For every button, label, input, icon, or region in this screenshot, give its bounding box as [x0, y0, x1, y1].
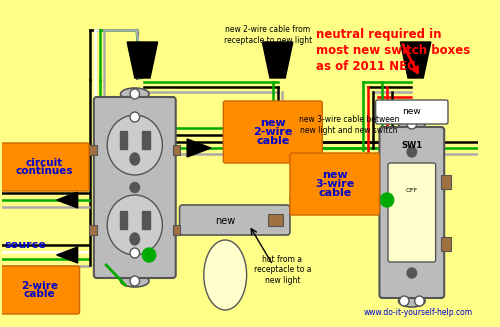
Polygon shape	[288, 115, 305, 139]
FancyBboxPatch shape	[0, 143, 89, 191]
Text: cable: cable	[256, 136, 290, 146]
Circle shape	[414, 296, 424, 306]
Circle shape	[130, 89, 140, 99]
FancyBboxPatch shape	[290, 153, 380, 215]
FancyBboxPatch shape	[388, 163, 436, 262]
Bar	[442, 175, 451, 189]
Text: new: new	[402, 108, 421, 116]
FancyBboxPatch shape	[94, 97, 176, 278]
Ellipse shape	[130, 153, 140, 165]
Circle shape	[130, 276, 140, 286]
Bar	[120, 211, 127, 229]
Circle shape	[130, 112, 140, 122]
FancyBboxPatch shape	[380, 127, 444, 298]
Circle shape	[130, 248, 140, 258]
Text: source: source	[4, 240, 46, 250]
Polygon shape	[187, 139, 211, 157]
Bar	[89, 145, 96, 155]
FancyBboxPatch shape	[224, 101, 322, 163]
Ellipse shape	[107, 195, 162, 255]
Text: 3-wire: 3-wire	[315, 179, 354, 189]
Text: cable: cable	[24, 289, 56, 299]
Text: neutral required in
most new switch boxes
as of 2011 NEC: neutral required in most new switch boxe…	[316, 28, 470, 73]
Ellipse shape	[107, 115, 162, 175]
Ellipse shape	[130, 233, 140, 245]
Ellipse shape	[120, 88, 149, 100]
Text: new: new	[322, 170, 347, 180]
Circle shape	[142, 248, 156, 262]
Polygon shape	[262, 42, 293, 78]
Text: new 3-wire cable between
new light and new switch: new 3-wire cable between new light and n…	[299, 115, 399, 135]
Bar	[89, 225, 96, 235]
FancyBboxPatch shape	[0, 266, 80, 314]
Circle shape	[407, 119, 416, 129]
Ellipse shape	[398, 118, 425, 130]
Circle shape	[290, 193, 304, 207]
Circle shape	[407, 147, 416, 157]
Text: circuit: circuit	[26, 158, 63, 168]
Polygon shape	[400, 42, 431, 78]
Bar	[173, 145, 180, 155]
Text: new: new	[260, 118, 285, 128]
Text: cable: cable	[318, 188, 352, 198]
Bar	[142, 211, 150, 229]
Circle shape	[407, 268, 416, 278]
Polygon shape	[127, 42, 158, 78]
Text: 2-wire: 2-wire	[253, 127, 292, 137]
FancyBboxPatch shape	[376, 100, 448, 124]
Polygon shape	[56, 247, 78, 263]
Text: SW1: SW1	[401, 142, 422, 150]
Bar	[120, 131, 127, 149]
Text: 2-wire: 2-wire	[21, 281, 58, 291]
Text: continues: continues	[16, 166, 73, 176]
Circle shape	[400, 296, 409, 306]
Bar	[268, 214, 283, 226]
Text: OFF: OFF	[406, 187, 418, 193]
Ellipse shape	[204, 240, 246, 310]
FancyBboxPatch shape	[180, 205, 290, 235]
Text: hot from a
receptacle to a
new light: hot from a receptacle to a new light	[254, 255, 311, 285]
Polygon shape	[333, 187, 353, 203]
Polygon shape	[56, 192, 78, 208]
Text: new: new	[215, 216, 236, 226]
Ellipse shape	[120, 275, 149, 287]
Text: www.do-it-yourself-help.com: www.do-it-yourself-help.com	[364, 308, 472, 317]
Ellipse shape	[398, 295, 425, 307]
Text: new 2-wire cable from
receptacle to new light: new 2-wire cable from receptacle to new …	[224, 25, 312, 45]
Circle shape	[130, 182, 140, 193]
Bar	[442, 237, 451, 251]
Circle shape	[380, 193, 394, 207]
Bar	[173, 225, 180, 235]
Bar	[142, 131, 150, 149]
